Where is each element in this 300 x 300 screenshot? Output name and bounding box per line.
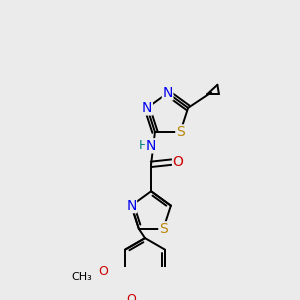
Text: O: O <box>126 293 136 300</box>
Text: N: N <box>142 101 152 115</box>
Text: CH₃: CH₃ <box>71 272 92 282</box>
Text: O: O <box>172 155 184 169</box>
Text: H: H <box>139 139 148 152</box>
Text: N: N <box>126 199 136 213</box>
Text: N: N <box>162 86 173 100</box>
Text: N: N <box>146 139 156 153</box>
Text: O: O <box>98 265 108 278</box>
Text: S: S <box>159 222 168 236</box>
Text: S: S <box>176 125 185 139</box>
